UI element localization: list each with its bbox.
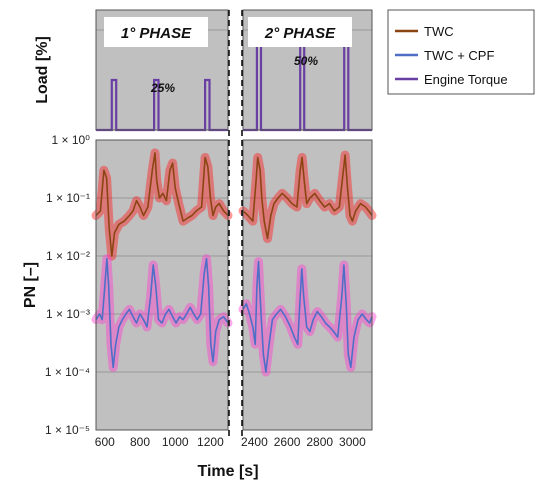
y-tick-label: 1 × 10⁰ bbox=[51, 133, 90, 147]
y-tick-label: 1 × 10⁻² bbox=[46, 249, 90, 263]
series-line-twc bbox=[242, 154, 373, 240]
y-tick-label: 1 × 10⁻¹ bbox=[46, 191, 90, 205]
y-tick-label: 1 × 10⁻⁵ bbox=[45, 423, 90, 437]
pn-panel-frame bbox=[242, 139, 373, 431]
phase-1-label: 1° PHASE bbox=[121, 25, 192, 42]
x-tick-label: 1000 bbox=[162, 435, 189, 449]
load-axis-label: Load [%] bbox=[34, 36, 51, 104]
legend: TWC TWC + CPF Engine Torque bbox=[387, 9, 535, 95]
time-axis-label: Time [s] bbox=[197, 463, 258, 480]
series-line-twc bbox=[95, 152, 229, 257]
load-panel-frame bbox=[95, 9, 229, 131]
y-tick-label: 1 × 10⁻⁴ bbox=[45, 365, 90, 379]
x-tick-label: 1200 bbox=[197, 435, 224, 449]
series-line-twc-cpf bbox=[95, 257, 229, 369]
x-tick-label: 2600 bbox=[274, 435, 301, 449]
y-tick-label: 1 × 10⁻³ bbox=[46, 307, 90, 321]
x-tick-label: 3000 bbox=[339, 435, 366, 449]
phase-1-label-box: 1° PHASE bbox=[104, 17, 208, 47]
pn-axis-label: PN [–] bbox=[22, 262, 39, 308]
pn-panel-frame bbox=[95, 139, 229, 431]
x-tick-label: 2800 bbox=[306, 435, 333, 449]
phase-2-load-label: 50% bbox=[294, 54, 318, 68]
pn-panel-bg-1 bbox=[96, 140, 228, 430]
phase-1-load-label: 25% bbox=[150, 81, 175, 95]
legend-entry-twc: TWC bbox=[424, 24, 454, 39]
phase-2-label: 2° PHASE bbox=[264, 25, 336, 42]
x-tick-label: 2400 bbox=[241, 435, 268, 449]
load-panel-frame bbox=[242, 9, 373, 131]
series-line-engine-torque bbox=[96, 78, 228, 132]
series-line-twc-cpf bbox=[242, 260, 373, 373]
x-tick-label: 600 bbox=[95, 435, 115, 449]
legend-entry-twc-cpf: TWC + CPF bbox=[424, 48, 494, 63]
x-tick-label: 800 bbox=[130, 435, 150, 449]
phase-2-label-box: 2° PHASE bbox=[248, 17, 352, 47]
pn-panel-bg-2 bbox=[243, 140, 372, 430]
legend-entry-engine-torque: Engine Torque bbox=[424, 72, 508, 87]
